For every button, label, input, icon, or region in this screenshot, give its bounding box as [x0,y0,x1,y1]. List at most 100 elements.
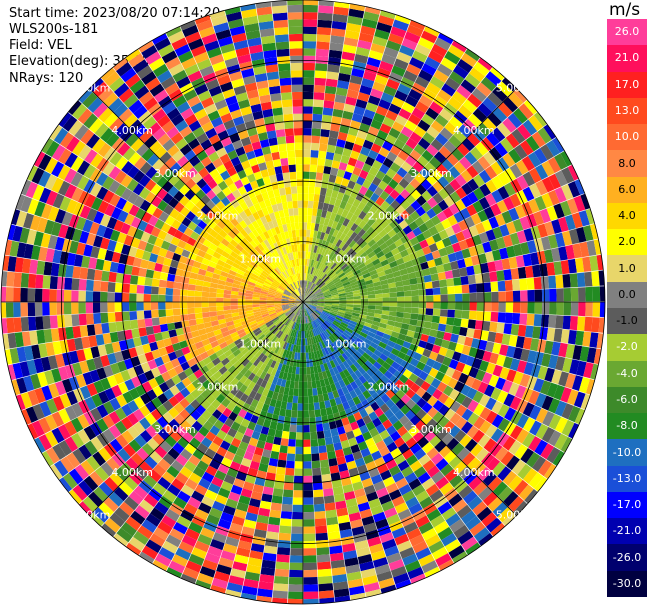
radar-gate [455,231,466,242]
radar-gate [39,401,52,417]
radar-gate [100,67,116,82]
radar-gate [345,327,354,334]
radar-gate [368,50,384,61]
radar-gate [303,295,306,302]
radar-gate [90,346,100,359]
radar-gate [326,353,333,362]
radar-gate [210,277,219,284]
radar-gate [430,215,441,226]
radar-gate [285,335,290,343]
radar-gate [43,261,53,276]
radar-gate [225,202,235,212]
radar-gate [277,362,283,371]
radar-gate [359,561,375,572]
radar-gate [434,222,445,233]
radar-gate [176,76,191,89]
radar-gate [160,76,176,90]
radar-gate [491,414,504,428]
radar-gate [256,253,265,261]
radar-gate [331,115,342,125]
radar-gate [137,525,153,540]
radar-gate [232,335,241,342]
radar-gate [373,281,381,287]
radar-gate [282,394,289,403]
radar-gate [181,161,194,173]
radar-gate [16,394,26,411]
radar-gate [354,53,369,64]
radar-gate [361,477,374,488]
radar-gate [315,307,323,312]
radar-gate [310,302,318,304]
radar-gate [440,57,457,71]
radar-gate [185,211,196,222]
radar-gate [323,347,330,355]
radar-gate [449,178,462,191]
radar-gate [165,509,180,522]
radar-gate [321,332,327,340]
radar-gate [120,67,137,83]
radar-gate [425,483,440,497]
radar-gate [240,418,250,428]
radar-gate [335,339,342,347]
radar-gate [183,352,194,362]
radar-gate [195,318,204,325]
radar-gate [307,381,313,389]
radar-gate [186,167,198,179]
radar-gate [52,396,65,412]
radar-gate [503,421,517,436]
radar-gate [291,351,296,360]
radar-gate [430,514,446,528]
radar-gate [255,226,263,236]
radar-gate [329,368,336,377]
radar-gate [228,269,237,276]
radar-gate [309,266,313,274]
radar-gate [316,539,329,549]
radar-gate [527,240,537,254]
radar-gate [162,181,174,193]
radar-gate [188,120,202,132]
radar-gate [309,359,314,367]
radar-gate [539,208,551,224]
radar-gate [120,369,131,382]
radar-gate [260,325,268,332]
radar-gate [178,255,188,264]
radar-gate [437,271,447,281]
radar-gate [513,479,529,496]
radar-gate [211,476,224,488]
radar-gate [375,330,385,338]
radar-gate [411,295,419,302]
radar-gate [478,231,489,244]
radar-gate [416,408,427,420]
radar-gate [169,385,180,396]
radar-gate [317,280,324,287]
radar-gate [394,321,403,329]
radar-gate [221,397,231,408]
radar-gate [161,264,170,274]
radar-gate [270,227,277,236]
radar-gate [367,356,377,365]
radar-gate [449,519,465,533]
radar-gate [290,306,298,311]
radar-gate [411,307,419,314]
radar-gate [202,559,218,571]
radar-gate [65,326,74,340]
radar-gate [375,153,386,164]
radar-gate [318,445,327,454]
radar-gate [389,260,398,268]
radar-gate [388,414,399,425]
radar-gate [212,409,223,420]
radar-gate [167,447,180,460]
radar-gate [352,450,363,461]
radar-gate [136,310,145,320]
radar-gate [306,359,310,368]
radar-gate [230,386,240,396]
radar-gate [89,118,104,134]
radar-gate [475,222,486,235]
radar-gate [209,168,220,179]
radar-gate [11,209,21,226]
radar-gate [116,527,133,543]
radar-gate [485,71,502,87]
radar-gate [139,430,153,443]
radar-gate [297,308,301,316]
radar-gate [78,302,86,314]
